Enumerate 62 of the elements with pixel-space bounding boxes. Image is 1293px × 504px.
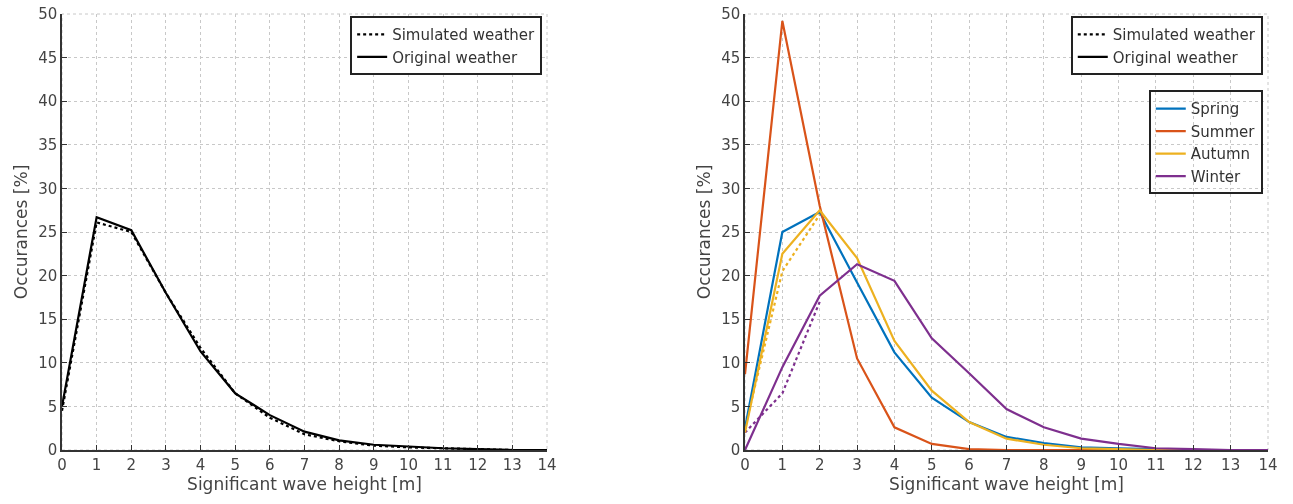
y-axis-title: Occurances [%] [694,164,715,300]
legend-label: Simulated weather [392,26,536,45]
x-tick-label: 13 [502,455,522,474]
x-tick-label: 9 [369,455,379,474]
x-tick-label: 10 [398,455,418,474]
y-tick-label: 10 [38,354,58,373]
x-tick-label: 9 [1076,455,1086,474]
x-tick-label: 7 [299,455,310,474]
y-tick-label: 20 [721,266,741,285]
y-tick-label: 40 [38,92,58,111]
x-tick-label: 8 [1039,455,1049,474]
y-tick-label: 35 [721,136,741,155]
y-tick-label: 5 [47,397,58,416]
x-tick-label: 10 [1109,455,1129,474]
x-tick-label: 5 [927,455,937,474]
x-axis-title: Significant wave height [m] [889,473,1124,494]
x-tick-label: 6 [265,455,275,474]
legend-label: Original weather [392,48,518,67]
x-tick-label: 4 [195,455,206,474]
y-tick-label: 50 [38,5,58,24]
legend-label: Spring [1190,100,1240,119]
x-tick-label: 13 [1221,455,1241,474]
x-tick-label: 1 [777,455,788,474]
x-tick-label: 5 [230,455,240,474]
y-tick-label: 35 [38,136,58,155]
x-tick-label: 3 [852,455,862,474]
y-tick-label: 40 [721,92,741,111]
x-tick-label: 1 [91,455,102,474]
x-tick-label: 7 [1001,455,1012,474]
y-tick-label: 20 [38,266,58,285]
y-axis-title: Occurances [%] [11,164,32,300]
y-tick-label: 50 [721,5,741,24]
y-tick-label: 5 [730,397,741,416]
x-tick-label: 12 [468,455,488,474]
x-tick-label: 12 [1183,455,1203,474]
legend-label: Autumn [1190,145,1251,164]
x-tick-label: 11 [1146,455,1166,474]
x-tick-label: 3 [161,455,171,474]
legend-label: Simulated weather [1112,26,1256,45]
y-tick-label: 30 [721,179,741,198]
y-tick-label: 25 [38,223,58,242]
x-tick-label: 14 [1258,455,1278,474]
x-tick-label: 6 [964,455,974,474]
y-tick-label: 45 [721,48,741,67]
x-tick-label: 8 [334,455,344,474]
legend-label: Summer [1190,122,1256,141]
x-tick-label: 11 [433,455,453,474]
x-tick-label: 2 [126,455,137,474]
y-tick-label: 30 [38,179,58,198]
y-tick-label: 10 [721,354,741,373]
x-axis-title: Significant wave height [m] [187,473,422,494]
x-tick-label: 4 [889,455,900,474]
x-tick-label: 14 [537,455,557,474]
y-tick-label: 0 [47,441,58,460]
x-tick-label: 2 [814,455,825,474]
legend-label: Winter [1190,167,1242,186]
y-tick-label: 25 [721,223,741,242]
y-tick-label: 15 [38,310,58,329]
legend-label: Original weather [1112,48,1239,67]
y-tick-label: 0 [730,441,741,460]
y-tick-label: 15 [721,310,741,329]
y-tick-label: 45 [38,48,58,67]
